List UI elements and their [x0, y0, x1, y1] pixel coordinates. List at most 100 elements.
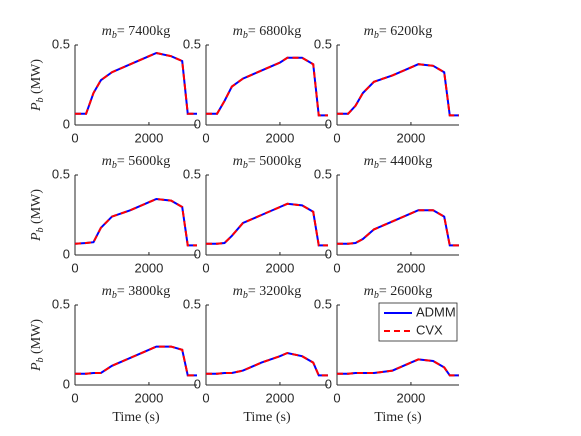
x-tick-label: 2000 [134, 130, 163, 145]
y-tick-label: 0 [63, 376, 70, 391]
subplot-title: mb= 5000kg [233, 154, 302, 171]
y-tick-label: 0 [325, 246, 332, 261]
x-axis-label: Time (s) [374, 410, 422, 425]
subscript: b [35, 227, 46, 232]
legend-label: ADMM [416, 304, 456, 319]
y-tick-label: 0.5 [52, 36, 70, 51]
symbol: m [102, 24, 112, 39]
subplot-title: mb= 3200kg [233, 284, 302, 301]
series-line [206, 351, 328, 377]
x-tick-label: 0 [71, 130, 78, 145]
y-tick-label: 0.5 [314, 296, 332, 311]
y-tick-label: 0 [325, 376, 332, 391]
label-text: = 6200kg [379, 24, 432, 39]
y-tick-label: 0.5 [183, 166, 201, 181]
y-tick-label: 0 [325, 116, 332, 131]
y-axis-label: Pb (MW) [29, 319, 46, 372]
subplot-title: mb= 7400kg [102, 24, 171, 41]
subplot-title: mb= 6800kg [233, 24, 302, 41]
subscript: b [112, 160, 117, 171]
x-tick-label: 2000 [134, 260, 163, 275]
y-tick-label: 0.5 [52, 166, 70, 181]
x-tick-label: 0 [333, 260, 340, 275]
x-tick-label: 0 [71, 390, 78, 405]
x-tick-label: 0 [333, 390, 340, 405]
series-line [206, 202, 328, 247]
subscript: b [35, 357, 46, 362]
symbol: m [364, 154, 374, 169]
legend-label: CVX [416, 322, 443, 337]
x-tick-label: 0 [333, 130, 340, 145]
label-text: (MW) [29, 189, 44, 228]
subscript: b [35, 97, 46, 102]
symbol: P [29, 232, 44, 242]
x-tick-label: 2000 [265, 260, 294, 275]
y-tick-label: 0.5 [314, 166, 332, 181]
series-line [75, 345, 197, 377]
label-text: (MW) [29, 319, 44, 358]
series-line [337, 63, 459, 117]
series-line [75, 345, 197, 377]
y-tick-label: 0.5 [52, 296, 70, 311]
legend-box [378, 302, 458, 342]
x-tick-label: 2000 [396, 130, 425, 145]
symbol: m [233, 154, 243, 169]
label-text: = 4400kg [379, 154, 432, 169]
subplot-title: mb= 2600kg [364, 284, 433, 301]
y-tick-label: 0 [63, 246, 70, 261]
symbol: m [233, 24, 243, 39]
symbol: P [29, 362, 44, 372]
label-text: = 5600kg [117, 154, 170, 169]
series-line [75, 51, 197, 115]
x-tick-label: 2000 [396, 390, 425, 405]
subscript: b [243, 160, 248, 171]
y-tick-label: 0 [194, 116, 201, 131]
symbol: m [102, 154, 112, 169]
y-tick-label: 0 [63, 116, 70, 131]
series-line [206, 56, 328, 117]
label-text: = 2600kg [379, 284, 432, 299]
symbol: P [29, 102, 44, 112]
subplot-title: mb= 3800kg [102, 284, 171, 301]
subscript: b [374, 160, 379, 171]
series-line [75, 51, 197, 115]
subplot-title: mb= 6200kg [364, 24, 433, 41]
subplot-title: mb= 5600kg [102, 154, 171, 171]
symbol: m [364, 24, 374, 39]
y-tick-label: 0.5 [314, 36, 332, 51]
series-line [206, 56, 328, 117]
symbol: m [364, 284, 374, 299]
series-line [337, 209, 459, 247]
y-axis-label: Pb (MW) [29, 59, 46, 112]
x-tick-label: 2000 [134, 390, 163, 405]
x-tick-label: 2000 [265, 390, 294, 405]
y-tick-label: 0 [194, 246, 201, 261]
series-line [337, 63, 459, 117]
label-text: = 3800kg [117, 284, 170, 299]
subplot-title: mb= 4400kg [364, 154, 433, 171]
x-axis-label: Time (s) [243, 410, 291, 425]
y-tick-label: 0.5 [183, 296, 201, 311]
subscript: b [112, 30, 117, 41]
y-tick-label: 0 [194, 376, 201, 391]
x-tick-label: 0 [71, 260, 78, 275]
subscript: b [243, 30, 248, 41]
x-tick-label: 2000 [265, 130, 294, 145]
series-line [74, 197, 197, 247]
x-tick-label: 2000 [396, 260, 425, 275]
series-line [206, 202, 328, 247]
y-axis-label: Pb (MW) [29, 189, 46, 242]
label-text: = 5000kg [248, 154, 301, 169]
series-line [337, 358, 459, 377]
x-tick-label: 0 [202, 260, 209, 275]
subscript: b [374, 30, 379, 41]
subscript: b [112, 290, 117, 301]
series-line [206, 351, 328, 377]
x-tick-label: 0 [202, 390, 209, 405]
subscript: b [374, 290, 379, 301]
label-text: = 6800kg [248, 24, 301, 39]
y-tick-label: 0.5 [183, 36, 201, 51]
x-axis-label: Time (s) [112, 410, 160, 425]
label-text: (MW) [29, 59, 44, 98]
